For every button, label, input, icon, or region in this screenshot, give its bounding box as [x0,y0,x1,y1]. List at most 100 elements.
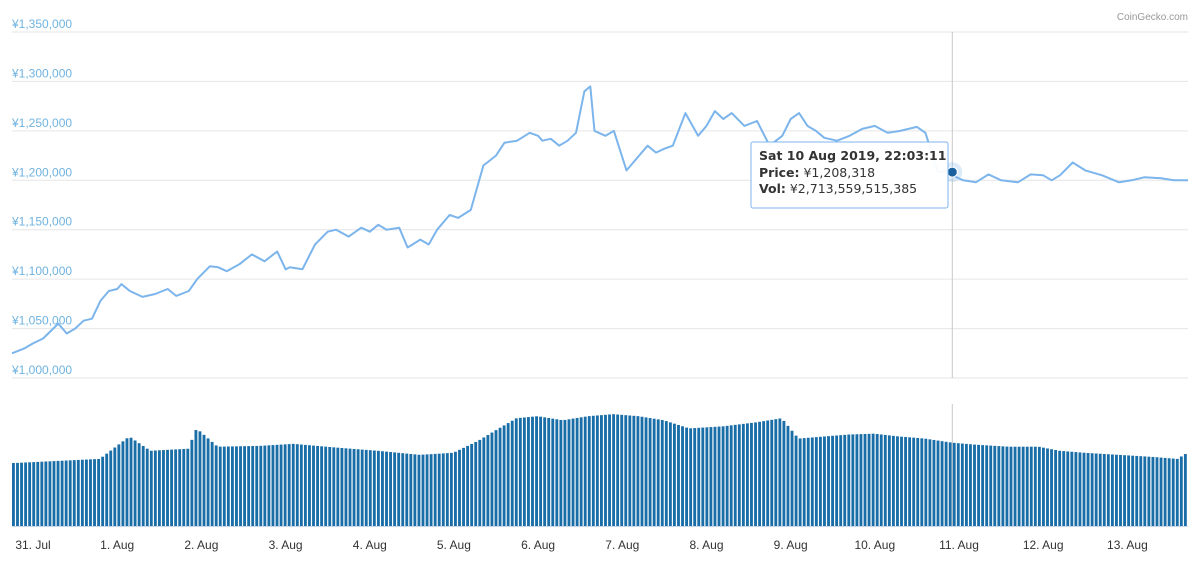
volume-bar [843,434,847,526]
y-tick-label: ¥1,100,000 [11,264,72,278]
volume-bar [1074,452,1078,526]
price-series-line[interactable] [11,85,1188,355]
volume-bar [283,444,287,526]
volume-bar [230,446,234,526]
volume-bars [12,414,1187,526]
volume-bar [859,434,863,526]
volume-bar [170,449,174,526]
credit-label[interactable]: CoinGecko.com [1117,12,1188,23]
y-tick-label: ¥1,300,000 [11,66,72,80]
volume-bar [944,441,948,526]
volume-bar [129,437,133,526]
volume-bar [908,437,912,526]
volume-bar [551,418,555,526]
volume-bar [1175,458,1179,526]
x-tick-label: 5. Aug [437,538,471,552]
volume-bar [940,441,944,526]
volume-bar [368,450,372,526]
volume-bar [689,428,693,526]
volume-bar [1078,452,1082,526]
volume-bar [1123,455,1126,526]
volume-bar [547,418,551,526]
volume-bar [867,433,871,526]
grid-lines [12,31,1188,379]
volume-bar [750,422,753,526]
volume-bar [628,415,632,526]
volume-bar [778,418,782,526]
volume-bar [506,423,510,526]
volume-bar [210,441,214,526]
volume-bar [620,414,624,526]
volume-bar [166,449,169,526]
volume-bar [677,424,680,526]
volume-bar [1017,446,1021,526]
volume-bar [364,449,368,526]
volume-bar [76,459,80,526]
volume-bar [182,448,186,526]
volume-bar [235,446,238,526]
volume-bar [632,415,636,526]
volume-bar [1054,450,1058,526]
volume-bar [316,445,319,526]
volume-bar [518,417,522,526]
volume-bar [137,443,141,526]
x-tick-label: 11. Aug [939,538,979,552]
volume-bar [713,426,717,526]
volume-bar [1046,448,1049,526]
volume-bar [478,439,482,526]
volume-bar [701,427,705,526]
volume-bar [376,450,380,526]
volume-bar [194,430,198,526]
volume-bar [814,437,818,526]
volume-bar [1155,457,1159,526]
volume-bar [275,444,279,526]
volume-bar [243,446,246,526]
volume-bar [737,424,741,526]
volume-bar [360,449,364,526]
volume-bar [340,448,344,526]
volume-bar [1183,454,1187,526]
volume-bar [1102,453,1106,526]
volume-bar [1090,453,1094,526]
volume-bar [125,438,129,526]
volume-bar [1179,456,1183,526]
volume-bar [912,437,916,526]
volume-bar [141,445,145,526]
tooltip-price-row: Price: ¥1,208,318 [759,165,875,180]
volume-bar [328,447,332,526]
volume-bar [458,449,461,526]
volume-bar [324,446,328,526]
volume-bar [279,444,283,526]
volume-bar [405,453,409,526]
x-tick-label: 31. Jul [15,538,50,552]
volume-bar [93,459,96,526]
volume-bar [48,461,52,526]
volume-bar [543,417,547,526]
volume-bar [535,416,538,526]
volume-bar [239,446,242,526]
volume-bar [685,427,689,526]
volume-bar [263,445,267,526]
volume-bar [393,452,397,526]
volume-bar [839,435,843,526]
volume-bar [344,448,348,526]
volume-bar [1086,453,1090,526]
volume-bar [1098,453,1102,526]
volume-bar [527,417,530,526]
volume-bar [466,445,470,526]
volume-bar [68,460,72,526]
volume-bar [153,450,157,526]
volume-bar [1143,456,1147,526]
volume-bar [823,436,826,526]
volume-bar [482,437,486,526]
tooltip-price-value: ¥1,208,318 [803,165,875,180]
y-tick-label: ¥1,000,000 [11,363,72,377]
x-tick-label: 12. Aug [1023,538,1064,552]
volume-bar [190,439,194,526]
volume-bar [1110,454,1114,526]
volume-bar [186,448,190,526]
volume-bar [381,451,384,526]
volume-bar [226,446,230,526]
volume-bar [222,446,226,526]
x-tick-label: 3. Aug [269,538,303,552]
